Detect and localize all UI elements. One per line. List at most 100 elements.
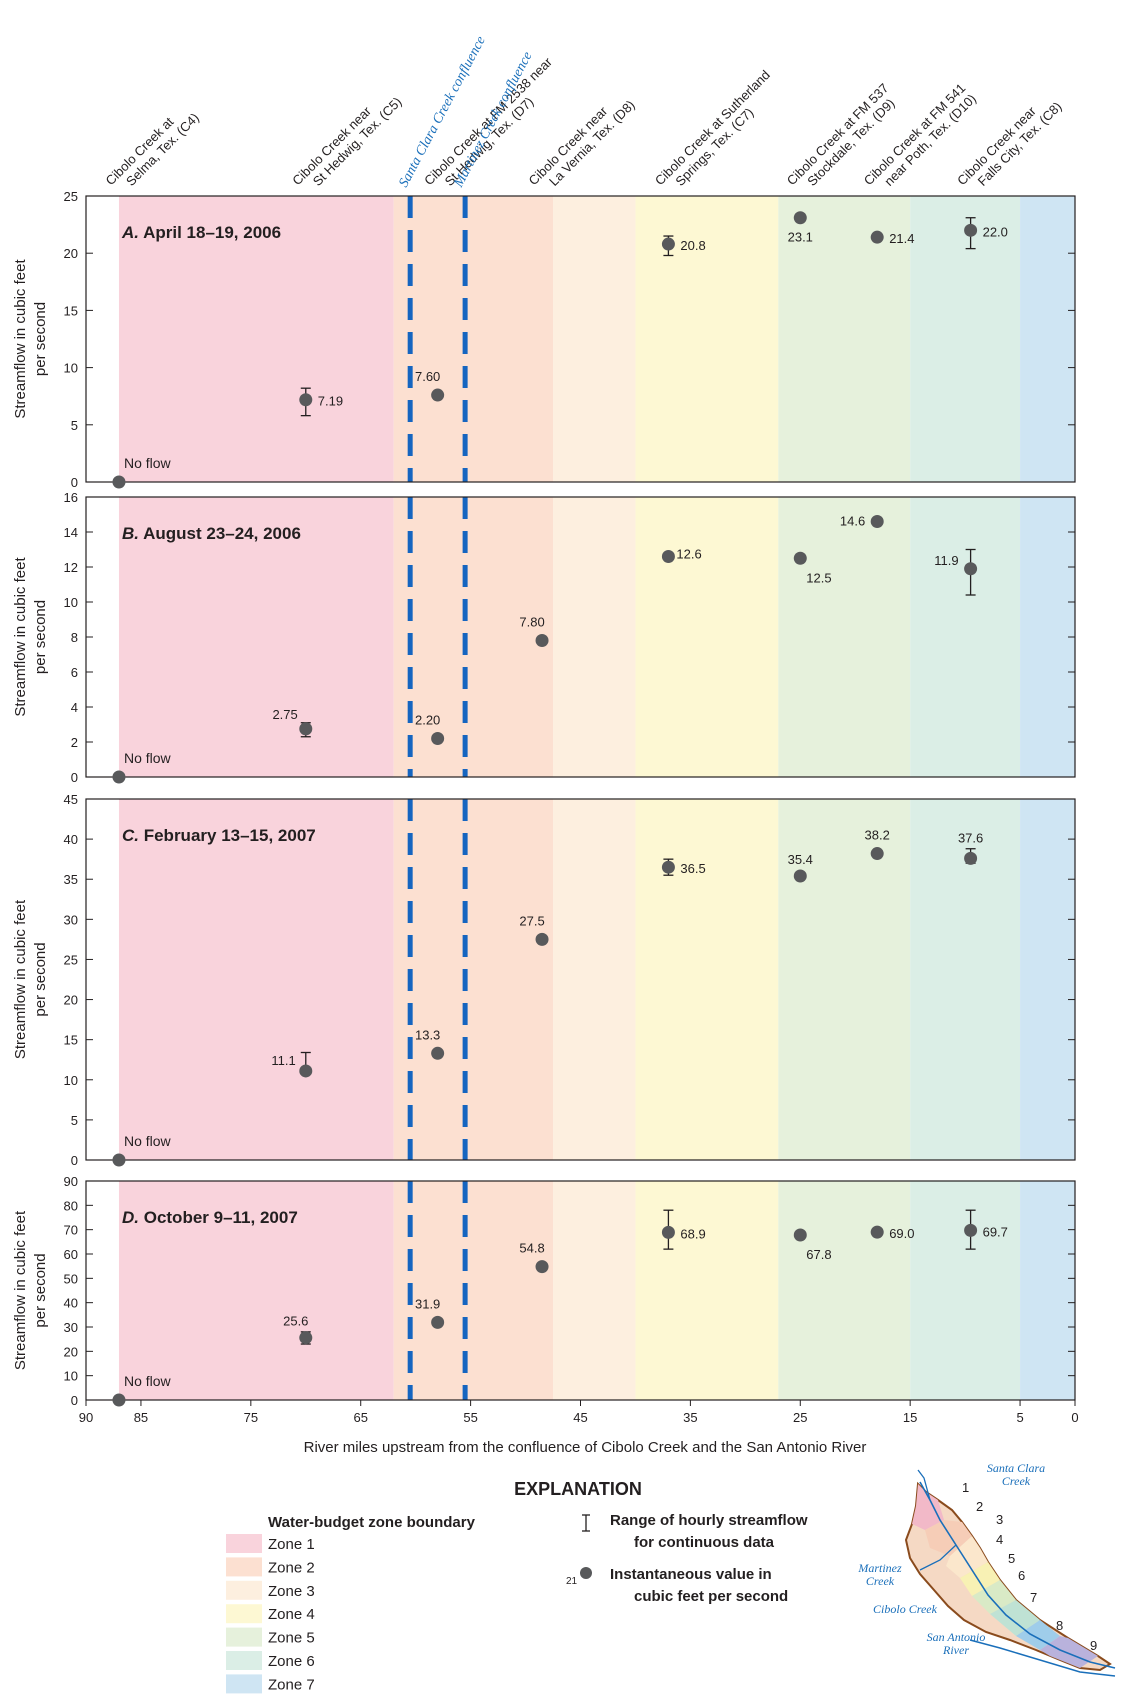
point-C5: [299, 722, 313, 736]
y-tick-label: 0: [71, 1153, 78, 1168]
zone-swatch-5: [226, 1627, 262, 1647]
y-tick-label: 10: [64, 361, 78, 376]
zone-band-4: [635, 497, 779, 777]
value-label-C5: 7.19: [318, 394, 343, 409]
zone-swatch-6: [226, 1651, 262, 1670]
san-antonio-river-line: [969, 1639, 1116, 1677]
santa-clara-creek-line: [917, 1469, 931, 1501]
point-D9: [793, 1228, 807, 1242]
map-label-san-antonio-2: River: [942, 1643, 969, 1657]
panel-frame: [85, 798, 1076, 1161]
value-label-D9: 67.8: [806, 1247, 831, 1262]
range-legend-label-1: Range of hourly streamflow: [610, 1512, 808, 1529]
instantaneous-legend: 21 Instantaneous value in cubic feet per…: [566, 1566, 788, 1605]
instantaneous-legend-example: 21: [566, 1576, 578, 1587]
no-flow-label: No flow: [124, 1133, 172, 1149]
panel-title: C. February 13–15, 2007: [122, 826, 316, 845]
map-zone-2: [925, 1520, 972, 1556]
panel-title: D. October 9–11, 2007: [122, 1208, 298, 1227]
y-tick-label: 10: [64, 1073, 78, 1088]
x-tick-label: 0: [1071, 1410, 1078, 1425]
no-flow-label: No flow: [124, 1373, 172, 1389]
zone-legend-label-7: Zone 7: [268, 1676, 315, 1693]
value-label-D7: 7.60: [415, 369, 440, 384]
zone-legend-label-2: Zone 2: [268, 1559, 315, 1576]
x-tick-label: 45: [573, 1410, 587, 1425]
y-axis-label: Streamflow in cubic feet per second: [12, 1210, 49, 1370]
value-label-C5: 11.1: [271, 1053, 295, 1068]
x-tick-label: 85: [134, 1410, 148, 1425]
value-label-C8: 11.9: [934, 553, 958, 568]
zone-band-1: [118, 799, 394, 1160]
point-D8: [535, 634, 549, 647]
panel-d: 0 10 20 30 40 50 60 70 80 90 Streamflow in cubic f…: [12, 1174, 1076, 1408]
y-tick-label: 10: [64, 595, 78, 610]
point-C7: [661, 237, 675, 251]
y-tick-label: 5: [71, 1113, 78, 1128]
y-tick-label: 4: [71, 700, 78, 715]
y-tick-label: 80: [64, 1198, 78, 1213]
x-tick-label: 55: [463, 1410, 477, 1425]
point-C5: [299, 393, 313, 407]
y-tick-label: 8: [71, 630, 78, 645]
site-header-C7: Cibolo Creek at SutherlandSprings, Tex. …: [652, 67, 784, 199]
no-flow-label: No flow: [124, 750, 172, 766]
value-label-D7: 2.20: [415, 713, 440, 728]
y-tick-label: 0: [71, 770, 78, 785]
value-label-C5: 25.6: [283, 1314, 308, 1329]
map-zone-number-1: 1: [962, 1480, 969, 1495]
y-tick-label: 20: [64, 1344, 78, 1359]
site-header-C5: Cibolo Creek nearSt Hedwig, Tex. (C5): [289, 83, 404, 198]
y-tick-label: 6: [71, 665, 78, 680]
panel-c: 0 5 10 15 20 25 30 35 40 45 Streamflow in cubic fe…: [12, 792, 1076, 1168]
y-axis-label: Streamflow in cubic feet per second: [12, 557, 49, 717]
range-legend-label-2: for continuous data: [634, 1534, 775, 1551]
x-axis: River miles upstream from the confluence…: [79, 1400, 1079, 1456]
point-D9: [793, 869, 807, 883]
value-label-C7: 20.8: [680, 238, 705, 253]
martinez-creek-line: [919, 1544, 957, 1571]
point-C7: [661, 860, 675, 874]
zone-swatch-7: [226, 1674, 262, 1694]
zone-swatch-1: [226, 1534, 262, 1553]
value-label-D9: 12.5: [806, 570, 831, 585]
zone-band-6: [910, 497, 1021, 777]
y-tick-label: 50: [64, 1271, 78, 1286]
y-tick-label: 30: [64, 1320, 78, 1335]
zone-band-5: [778, 196, 911, 482]
instantaneous-legend-marker: [580, 1567, 592, 1579]
point-C5: [299, 1064, 313, 1078]
value-label-D10: 21.4: [889, 231, 914, 246]
zone-legend: Zone 1 Zone 2 Zone 3 Zone 4 Zone 5 Zone 6 Zone…: [226, 1534, 315, 1694]
point-D9: [793, 211, 807, 225]
zone-band-1: [118, 1181, 394, 1400]
site-header-C4: Cibolo Creek atSelma, Tex. (C4): [102, 99, 201, 198]
zone-band-7: [1020, 196, 1075, 482]
x-tick-label: 35: [683, 1410, 697, 1425]
instantaneous-legend-label-1: Instantaneous value in: [610, 1566, 772, 1583]
inset-map: Santa Clara Creek Martinez Creek Cibolo …: [857, 1461, 1116, 1677]
zone-band-3: [553, 196, 636, 482]
zone-swatch-4: [226, 1604, 262, 1624]
zone-band-4: [635, 196, 779, 482]
map-zone-1: [912, 1484, 944, 1530]
y-tick-label: 0: [71, 475, 78, 490]
panel-b: 0 2 4 6 8 10 12 14 16 Streamflow in cubic feet per…: [12, 490, 1076, 785]
value-label-D8: 7.80: [519, 615, 544, 630]
point-D7: [431, 1046, 445, 1060]
y-tick-label: 16: [64, 490, 78, 505]
zone-band-1: [118, 497, 394, 777]
value-label-D8: 27.5: [519, 913, 544, 928]
y-tick-label: 40: [64, 1296, 78, 1311]
point-D8: [535, 932, 549, 946]
point-C8: [964, 851, 978, 865]
map-zone-number-5: 5: [1008, 1551, 1015, 1566]
y-tick-label: 40: [64, 832, 78, 847]
site-headers: Cibolo Creek atSelma, Tex. (C4) Cibolo Cr…: [102, 34, 1064, 199]
zone-band-5: [778, 799, 911, 1160]
no-flow-label: No flow: [124, 455, 172, 471]
value-label-C7: 36.5: [680, 861, 705, 876]
y-tick-label: 90: [64, 1174, 78, 1189]
